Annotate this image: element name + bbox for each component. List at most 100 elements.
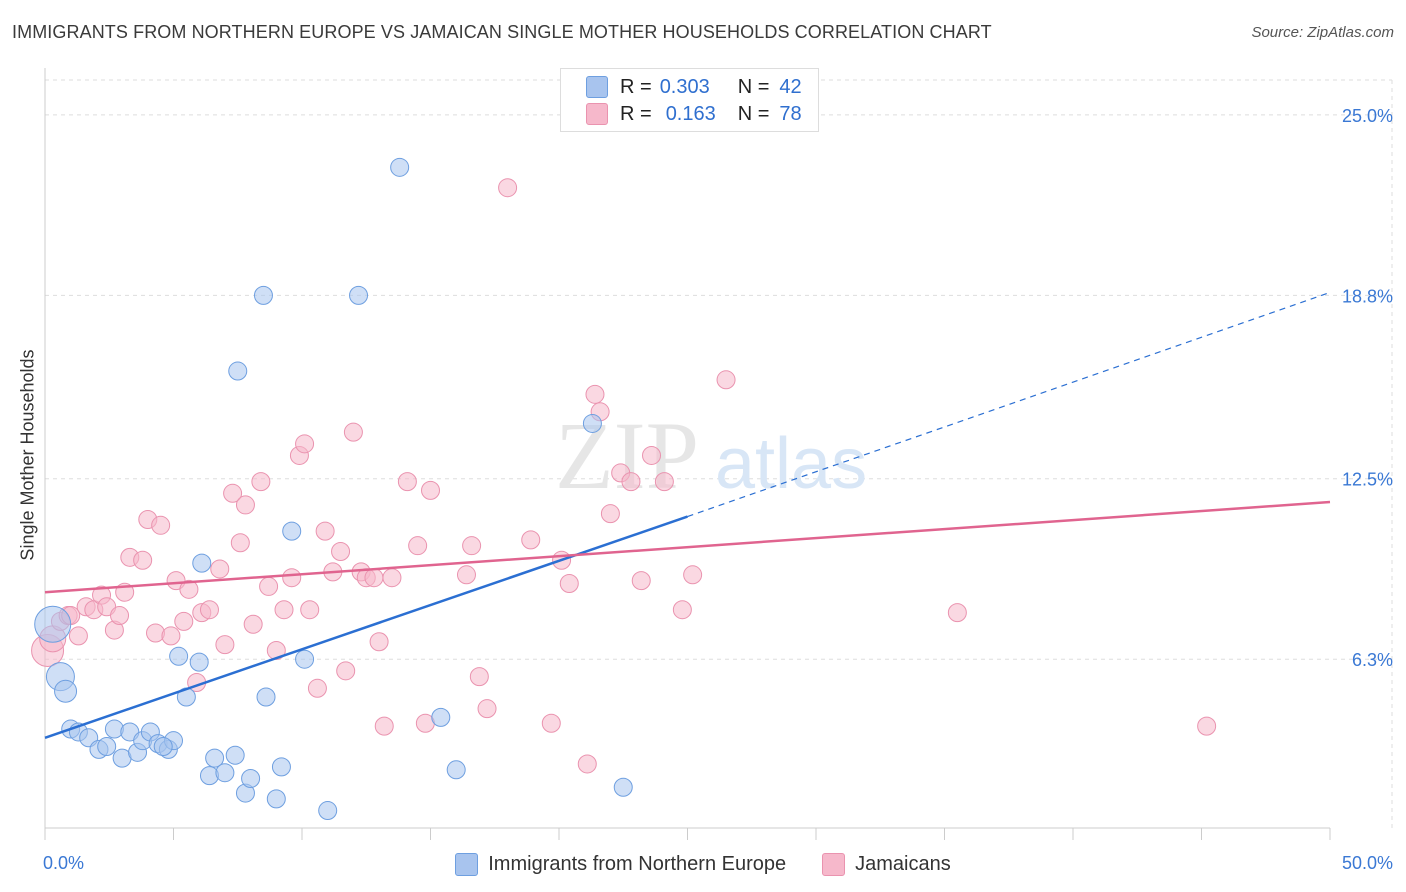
jamaicans-point: [498, 178, 518, 198]
northern-europe-point: [446, 760, 466, 780]
series-name: Jamaicans: [855, 852, 951, 875]
jamaicans-point: [331, 542, 351, 562]
jamaicans-point: [947, 603, 967, 623]
y-axis-label: Single Mother Households: [17, 349, 38, 561]
watermark-atlas: atlas: [715, 424, 867, 504]
legend-row-jamaicans: R = 0.163 N = 78: [586, 101, 802, 127]
northern-europe-point: [205, 748, 225, 768]
jamaicans-point: [295, 434, 315, 454]
jamaicans-trend-line: [44, 500, 1331, 594]
legend-n-value: 42: [779, 75, 802, 98]
legend-r-label: R =: [620, 102, 652, 125]
jamaicans-point: [469, 667, 489, 687]
legend-swatch-blue: [586, 76, 608, 98]
legend-n-label: N =: [737, 75, 770, 98]
legend-row-northern-europe: R = 0.303 N = 42: [586, 74, 802, 100]
jamaicans-point: [110, 606, 130, 626]
series-legend-jamaicans[interactable]: Jamaicans: [822, 852, 951, 876]
jamaicans-point: [577, 754, 597, 774]
jamaicans-points: [31, 178, 1217, 774]
northern-europe-point: [228, 361, 248, 381]
northern-europe-point: [431, 707, 451, 727]
jamaicans-point: [307, 678, 327, 698]
series-legend: Immigrants from Northern Europe Jamaican…: [0, 850, 1406, 878]
northern-europe-point: [282, 521, 302, 541]
jamaicans-point: [456, 565, 476, 585]
legend-r-value: 0.163: [665, 102, 716, 125]
series-legend-northern-europe[interactable]: Immigrants from Northern Europe: [455, 852, 787, 876]
jamaicans-point: [374, 716, 394, 736]
jamaicans-point: [215, 635, 235, 655]
northern-europe-point: [318, 801, 338, 821]
jamaicans-point: [631, 571, 651, 591]
northern-europe-point: [266, 789, 286, 809]
northern-europe-point: [169, 646, 189, 666]
northern-europe-point: [54, 679, 78, 703]
source-label: Source: ZipAtlas.com: [1251, 24, 1394, 41]
northern-europe-point: [582, 413, 602, 433]
jamaicans-point: [683, 565, 703, 585]
jamaicans-point: [408, 536, 428, 556]
watermark-zip: ZIP: [555, 402, 699, 509]
northern-europe-point: [256, 687, 276, 707]
chart-title: IMMIGRANTS FROM NORTHERN EUROPE VS JAMAI…: [12, 22, 992, 42]
northern-europe-point: [104, 719, 124, 739]
northern-europe-point: [192, 553, 212, 573]
jamaicans-point: [223, 483, 243, 503]
series-swatch-blue: [455, 852, 479, 876]
northern-europe-point: [215, 763, 235, 783]
y-tick-label: 12.5%: [1342, 470, 1393, 490]
jamaicans-point: [654, 472, 674, 492]
northern-europe-trend-line: [44, 515, 688, 739]
jamaicans-point: [315, 521, 335, 541]
jamaicans-point: [397, 472, 417, 492]
jamaicans-point: [133, 550, 153, 570]
jamaicans-point: [235, 495, 255, 515]
jamaicans-point: [274, 600, 294, 620]
x-tick-label: 0.0%: [43, 853, 84, 873]
northern-europe-point: [613, 777, 633, 797]
jamaicans-point: [369, 632, 389, 652]
jamaicans-point: [259, 576, 279, 596]
jamaicans-point: [343, 422, 363, 442]
northern-europe-point: [349, 285, 369, 305]
northern-europe-point: [34, 605, 72, 643]
legend-n-label: N =: [737, 102, 770, 125]
jamaicans-point: [421, 480, 440, 500]
jamaicans-point: [716, 370, 736, 390]
y-tick-label: 18.8%: [1342, 286, 1393, 306]
jamaicans-point: [364, 568, 384, 588]
legend-swatch-pink: [586, 103, 608, 125]
legend-r-label: R =: [620, 75, 652, 98]
jamaicans-point: [541, 713, 561, 733]
tick-labels: 6.3% 12.5% 18.8% 25.0% 0.0% 50.0%: [43, 106, 1393, 873]
jamaicans-point: [336, 661, 356, 681]
jamaicans-point: [210, 559, 230, 579]
jamaicans-point: [621, 472, 641, 492]
jamaicans-point: [462, 536, 482, 556]
jamaicans-point: [243, 614, 263, 634]
jamaicans-point: [282, 568, 302, 588]
legend-n-value: 78: [779, 102, 802, 125]
jamaicans-point: [585, 384, 605, 404]
jamaicans-point: [600, 504, 620, 524]
jamaicans-point: [1197, 716, 1217, 736]
jamaicans-point: [146, 623, 166, 643]
northern-europe-point: [241, 769, 261, 789]
northern-europe-point: [189, 652, 209, 672]
northern-europe-point: [225, 745, 245, 765]
series-name: Immigrants from Northern Europe: [488, 852, 787, 875]
northern-europe-point: [199, 766, 219, 786]
stats-legend: R = 0.303 N = 42 R = 0.163 N = 78: [560, 68, 819, 132]
jamaicans-point: [179, 579, 199, 599]
northern-europe-points: [34, 157, 633, 821]
northern-europe-point: [390, 157, 410, 177]
axes: [44, 68, 1331, 840]
jamaicans-point: [230, 533, 250, 553]
jamaicans-point: [174, 611, 194, 631]
x-tick-label: 50.0%: [1342, 853, 1393, 873]
northern-europe-point: [97, 737, 117, 757]
jamaicans-point: [672, 600, 692, 620]
jamaicans-point: [68, 626, 88, 646]
